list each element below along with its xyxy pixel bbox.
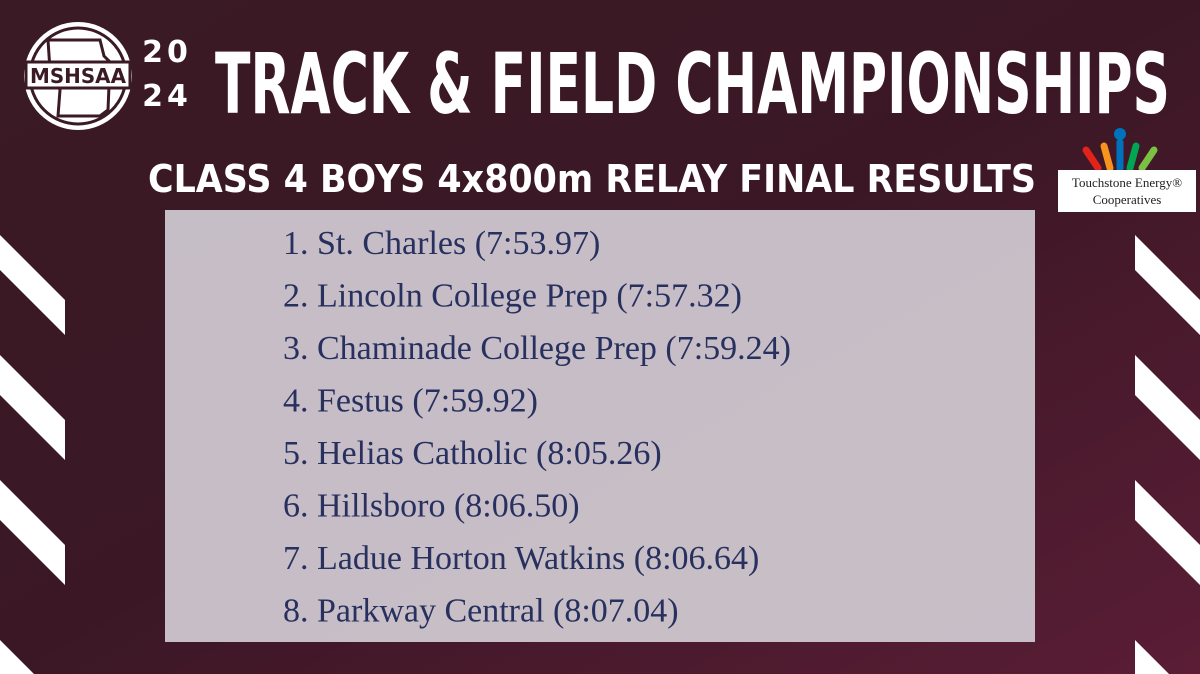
year-bottom: 24 <box>142 79 192 114</box>
sponsor-logo: Touchstone Energy® Cooperatives <box>1058 128 1196 212</box>
result-item: 7. Ladue Horton Watkins (8:06.64) <box>283 540 759 577</box>
subtitle: CLASS 4 BOYS 4x800m RELAY FINAL RESULTS <box>148 157 1036 201</box>
result-item: 1. St. Charles (7:53.97) <box>283 225 600 262</box>
left-stripes <box>0 235 65 674</box>
result-item: 5. Helias Catholic (8:05.26) <box>283 435 662 472</box>
results-panel <box>165 210 1035 642</box>
logo-text: MSHSAA <box>30 64 127 88</box>
results-list: 1. St. Charles (7:53.97) 2. Lincoln Colle… <box>283 225 791 630</box>
result-item: 3. Chaminade College Prep (7:59.24) <box>283 330 791 367</box>
result-item: 8. Parkway Central (8:07.04) <box>283 593 679 630</box>
year-top: 20 <box>142 35 192 70</box>
sponsor-line2: Cooperatives <box>1093 192 1162 207</box>
result-item: 2. Lincoln College Prep (7:57.32) <box>283 278 742 315</box>
mshsaa-logo: MSHSAA <box>24 22 132 130</box>
sponsor-name: Touchstone Energy® <box>1072 175 1182 190</box>
right-stripes <box>1135 235 1200 674</box>
result-item: 6. Hillsboro (8:06.50) <box>283 488 580 525</box>
title: TRACK & FIELD CHAMPIONSHIPS <box>215 35 1170 133</box>
result-item: 4. Festus (7:59.92) <box>283 383 538 420</box>
